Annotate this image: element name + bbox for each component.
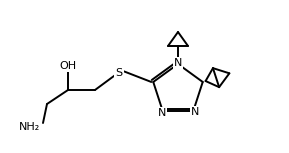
Text: S: S (115, 68, 123, 78)
Text: N: N (191, 107, 199, 117)
Text: NH₂: NH₂ (19, 122, 41, 132)
Text: N: N (158, 108, 166, 118)
Text: N: N (174, 58, 182, 68)
Text: OH: OH (60, 61, 77, 71)
